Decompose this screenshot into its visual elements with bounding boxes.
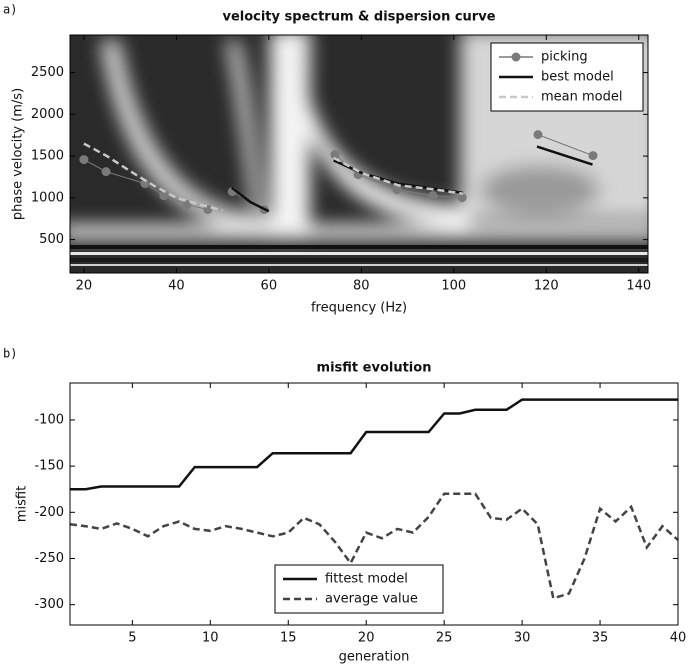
x-tick-label: 80	[353, 279, 370, 294]
spectrum-light	[100, 40, 270, 231]
spectrum-light	[290, 40, 470, 226]
series-marker	[182, 200, 192, 210]
legend-label: fittest model	[325, 572, 408, 587]
series-marker	[140, 179, 150, 189]
y-axis-label: misfit	[15, 486, 30, 522]
x-tick-label: 5	[128, 631, 136, 646]
x-tick-label: 35	[592, 631, 609, 646]
y-tick-label: -250	[34, 551, 64, 566]
y-tick-label: 2500	[31, 65, 64, 80]
panel-label: a)	[3, 3, 17, 17]
x-tick-label: 30	[514, 631, 531, 646]
x-tick-label: 15	[280, 631, 297, 646]
spectrum-light	[70, 225, 648, 239]
y-tick-label: -200	[34, 505, 64, 520]
spectrum-bands	[70, 245, 648, 266]
legend-box	[274, 564, 444, 614]
legend-label: average value	[325, 592, 418, 607]
y-tick-label: -300	[34, 597, 64, 612]
y-tick-label: -150	[34, 459, 64, 474]
spectrum-band	[70, 245, 648, 249]
legend-marker	[511, 52, 521, 62]
y-tick-label: -100	[34, 412, 64, 427]
x-tick-label: 20	[76, 279, 93, 294]
y-tick-label: 2000	[31, 107, 64, 122]
legend-label: picking	[541, 50, 588, 65]
x-tick-label: 60	[261, 279, 278, 294]
series-marker	[203, 205, 213, 215]
y-tick-label: 1500	[31, 149, 64, 164]
y-tick-label: 1000	[31, 190, 64, 205]
panel-label: b)	[3, 347, 17, 361]
series-marker	[159, 191, 169, 201]
spectrum-band	[70, 252, 648, 255]
legend-label: best model	[541, 70, 614, 85]
x-tick-label: 20	[358, 631, 375, 646]
y-tick-label: 500	[39, 232, 64, 247]
series-marker	[457, 193, 467, 203]
x-tick-label: 40	[168, 279, 185, 294]
x-tick-label: 140	[626, 279, 651, 294]
chart-title: misfit evolution	[317, 361, 432, 376]
chart-title: velocity spectrum & dispersion curve	[222, 10, 495, 25]
series-marker	[330, 150, 340, 160]
series-marker	[588, 151, 598, 161]
x-tick-label: 40	[670, 631, 687, 646]
x-tick-label: 10	[202, 631, 219, 646]
series-marker	[533, 130, 543, 140]
series-marker	[79, 155, 89, 165]
spectrum-light	[270, 35, 310, 240]
x-axis-label: generation	[339, 650, 410, 665]
x-tick-label: 100	[441, 279, 466, 294]
x-tick-label: 25	[436, 631, 453, 646]
plot-frame	[69, 382, 679, 626]
x-axis-label: frequency (Hz)	[311, 301, 407, 316]
series-marker	[101, 167, 111, 177]
spectrum-band	[70, 258, 648, 262]
series-line	[83, 142, 464, 212]
x-tick-label: 120	[534, 279, 559, 294]
series-line	[70, 398, 678, 491]
spectrum-light	[480, 165, 600, 215]
spectrum-band	[70, 264, 648, 266]
legend-label: mean model	[541, 90, 622, 105]
series-marker	[428, 191, 438, 201]
series-line	[231, 145, 593, 213]
series-marker	[392, 185, 402, 195]
y-axis-label: phase velocity (m/s)	[11, 88, 26, 220]
spectrum-light	[225, 40, 262, 215]
plot-frame	[69, 34, 649, 274]
